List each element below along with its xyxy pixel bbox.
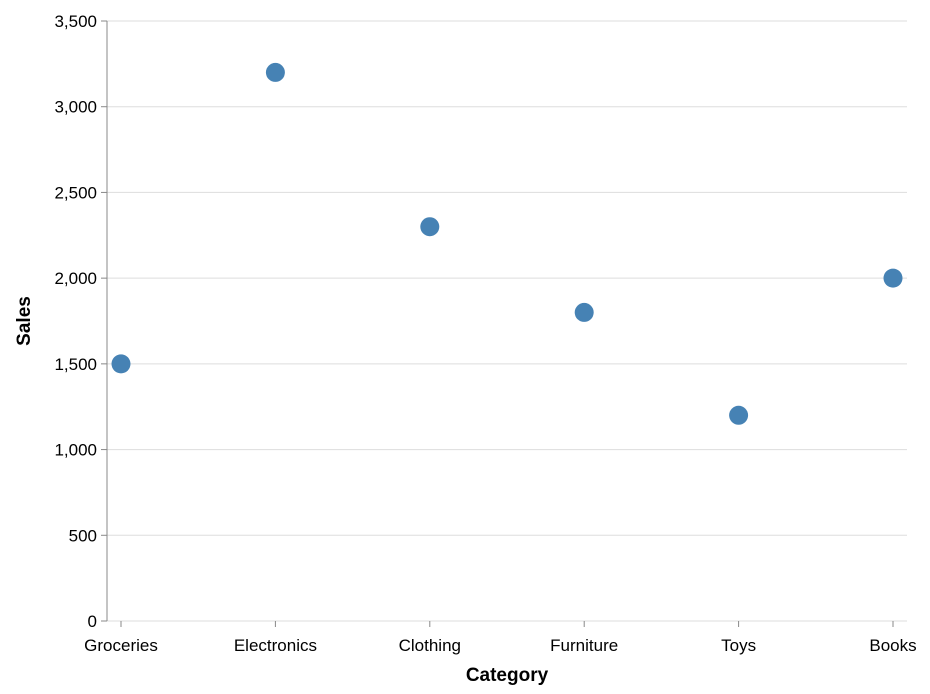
data-points bbox=[111, 62, 903, 425]
grid-lines bbox=[107, 20, 907, 622]
x-axis-title: Category bbox=[466, 665, 549, 686]
data-point bbox=[729, 405, 749, 425]
y-tick-label: 1,500 bbox=[54, 355, 97, 374]
x-tick-label: Groceries bbox=[84, 636, 158, 655]
y-tick-label: 1,000 bbox=[54, 441, 97, 460]
data-point bbox=[111, 354, 131, 374]
y-tick-label: 2,000 bbox=[54, 269, 97, 288]
data-point bbox=[574, 302, 594, 322]
x-tick-label: Furniture bbox=[550, 636, 618, 655]
y-axis: 0 500 1,000 1,500 2,000 2,500 3,000 3,500 bbox=[54, 12, 108, 631]
y-tick-label: 0 bbox=[88, 612, 97, 631]
y-tick-label: 3,000 bbox=[54, 98, 97, 117]
x-tick-label: Clothing bbox=[399, 636, 461, 655]
x-tick-label: Books bbox=[869, 636, 916, 655]
data-point bbox=[883, 268, 903, 288]
x-tick-label: Toys bbox=[721, 636, 756, 655]
x-tick-label: Electronics bbox=[234, 636, 317, 655]
x-axis: Groceries Electronics Clothing Furniture Toy… bbox=[84, 621, 917, 655]
y-tick-label: 500 bbox=[69, 526, 97, 545]
y-tick-label: 2,500 bbox=[54, 183, 97, 202]
data-point bbox=[265, 62, 285, 82]
data-point bbox=[420, 217, 440, 237]
y-tick-label: 3,500 bbox=[54, 12, 97, 31]
y-axis-title: Sales bbox=[14, 296, 35, 346]
